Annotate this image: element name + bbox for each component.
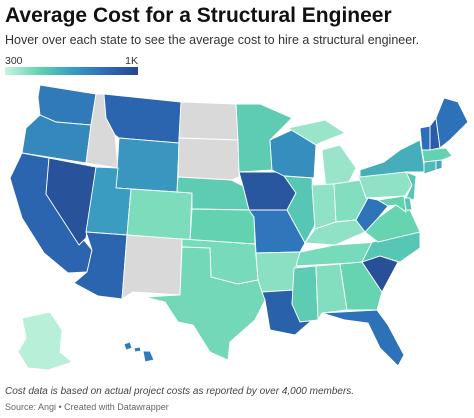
- state-RI[interactable]: [435, 159, 443, 171]
- chart-subtitle: Hover over each state to see the average…: [5, 33, 420, 47]
- state-SD[interactable]: [177, 137, 240, 181]
- state-NV[interactable]: [45, 157, 97, 246]
- state-MA[interactable]: [421, 147, 453, 163]
- legend-gradient-bar: [5, 67, 138, 75]
- state-WY[interactable]: [115, 137, 180, 193]
- state-GA[interactable]: [339, 261, 383, 311]
- footer-note: Cost data is based on actual project cos…: [5, 386, 355, 397]
- state-MT[interactable]: [103, 93, 182, 144]
- legend-max-label: 1K: [125, 55, 138, 67]
- color-legend: 300 1K: [5, 53, 138, 75]
- state-NY[interactable]: [359, 139, 426, 178]
- footer-source: Source: Angi • Created with Datawrapper: [5, 402, 169, 412]
- state-HI[interactable]: [123, 341, 155, 363]
- state-AL[interactable]: [315, 263, 348, 322]
- state-IN[interactable]: [311, 183, 337, 230]
- state-AK[interactable]: [17, 311, 73, 371]
- state-MD[interactable]: [376, 195, 407, 213]
- state-CO[interactable]: [126, 188, 193, 241]
- state-NM[interactable]: [121, 234, 183, 300]
- state-FL[interactable]: [321, 309, 405, 367]
- state-MI[interactable]: [286, 119, 357, 191]
- state-KS[interactable]: [189, 208, 256, 245]
- us-state-map: [9, 84, 469, 371]
- state-ND[interactable]: [178, 101, 239, 141]
- state-TX[interactable]: [144, 246, 266, 361]
- legend-min-label: 300: [5, 55, 23, 67]
- state-ME[interactable]: [435, 97, 469, 149]
- state-MS[interactable]: [291, 265, 319, 323]
- chart-title: Average Cost for a Structural Engineer: [5, 4, 392, 27]
- state-VT[interactable]: [419, 125, 431, 151]
